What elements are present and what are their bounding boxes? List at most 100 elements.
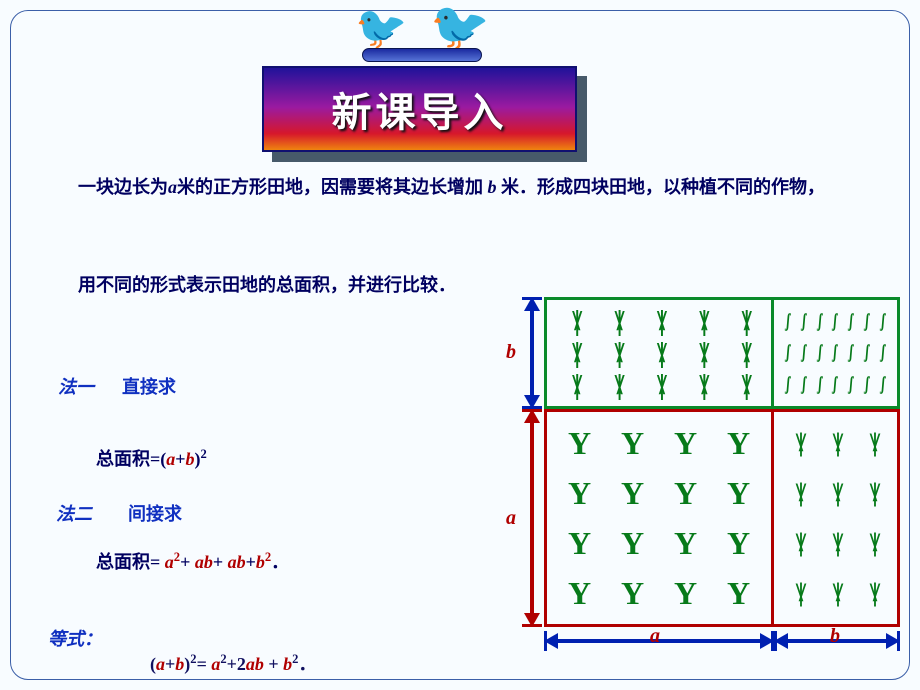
eq2-p3: + <box>246 552 256 572</box>
plant-icon: \|/ <box>683 370 719 402</box>
method1-text: 直接求 <box>122 373 176 399</box>
eq1-a: a <box>166 449 175 469</box>
eq3-ab: ab <box>246 654 264 674</box>
dim-a-v-label: a <box>506 507 516 530</box>
plant-icon: ʃ <box>830 372 840 397</box>
equation-2: 总面积= a2+ ab+ ab+b2． <box>96 548 289 574</box>
dim-b-v-label: b <box>506 341 516 364</box>
eq1-sup: 2 <box>201 447 207 461</box>
plant-icon: \|/ <box>784 478 814 508</box>
plant-icon: Y <box>611 575 655 612</box>
plant-icon: Y <box>558 425 602 462</box>
method2-text: 间接求 <box>128 500 182 526</box>
plant-icon: \|/ <box>821 478 851 508</box>
plant-icon: \|/ <box>784 578 814 608</box>
intro-paragraph: 一块边长为a米的正方形田地，因需要将其边长增加 b 米．形成四块田地，以种植不同… <box>42 172 862 203</box>
plant-icon: Y <box>664 525 708 562</box>
eq1-b: b <box>186 449 195 469</box>
dim-b-vertical: b <box>520 297 544 409</box>
plant-icon: ʃ <box>799 372 809 397</box>
plant-icon: ʃ <box>862 372 872 397</box>
prompt-paragraph: 用不同的形式表示田地的总面积，并进行比较． <box>42 270 472 301</box>
plant-icon: \|/ <box>821 428 851 458</box>
plant-icon: \|/ <box>821 578 851 608</box>
cell-bottom-left: YYYYYYYYYYYYYYYY <box>544 409 774 627</box>
plant-icon: Y <box>717 425 761 462</box>
eq1-plus: + <box>175 449 185 469</box>
eq3-b2: b <box>283 654 292 674</box>
eq3-p1: + <box>165 654 175 674</box>
plant-icon: \|/ <box>726 338 762 370</box>
field-diagram: b a a b \|/\|/\|/\|/\|/\|/\|/\|/\|/\|/\|… <box>500 285 900 675</box>
method2-label: 法二 <box>56 500 92 526</box>
eq2-prefix: 总面积= <box>96 552 165 572</box>
eq3-p2: +2 <box>227 654 246 674</box>
dim-a-h-label: a <box>650 625 660 648</box>
plant-icon: \|/ <box>726 370 762 402</box>
plant-icon: \|/ <box>599 370 635 402</box>
plant-icon: \|/ <box>858 578 888 608</box>
equation-1: 总面积=(a+b)2 <box>96 445 207 471</box>
plant-icon: ʃ <box>830 341 840 366</box>
plant-icon: \|/ <box>858 478 888 508</box>
plant-icon: \|/ <box>821 528 851 558</box>
dim-b-horizontal: b <box>774 629 900 653</box>
eq2-ab2: ab <box>223 552 246 572</box>
plant-icon: ʃ <box>799 309 809 334</box>
plant-icon: \|/ <box>683 338 719 370</box>
plant-icon: ʃ <box>846 372 856 397</box>
title-text: 新课导入 <box>332 80 508 138</box>
eq3-dot: ． <box>298 654 316 674</box>
plant-icon: \|/ <box>641 338 677 370</box>
title-bar-decor <box>362 48 482 62</box>
eq2-dot: ． <box>271 552 289 572</box>
plant-icon: ʃ <box>799 341 809 366</box>
plant-icon: \|/ <box>641 370 677 402</box>
dim-b-h-label: b <box>830 625 840 648</box>
plant-icon: \|/ <box>858 428 888 458</box>
plant-icon: Y <box>664 575 708 612</box>
plant-icon: ʃ <box>814 341 824 366</box>
plant-icon: ʃ <box>783 309 793 334</box>
intro-text: 一块边长为a米的正方形田地，因需要将其边长增加 b 米．形成四块田地，以种植不同… <box>78 177 825 197</box>
eq1-prefix: 总面积= <box>96 449 160 469</box>
title-box: 新课导入 <box>262 66 577 152</box>
field-grid: \|/\|/\|/\|/\|/\|/\|/\|/\|/\|/\|/\|/\|/\… <box>544 297 900 627</box>
plant-icon: ʃ <box>830 309 840 334</box>
plant-icon: ʃ <box>878 309 888 334</box>
eq2-ab1: ab <box>190 552 213 572</box>
bird-icon-2: 🐦 <box>430 0 490 55</box>
eq2-a2b: a <box>165 552 174 572</box>
eq3-a2: a <box>211 654 220 674</box>
plant-icon: \|/ <box>858 528 888 558</box>
method1-label: 法一 <box>58 373 94 399</box>
plant-icon: Y <box>717 575 761 612</box>
eq3-eq: = <box>197 654 212 674</box>
plant-icon: ʃ <box>814 372 824 397</box>
plant-icon: \|/ <box>784 528 814 558</box>
equation-3: (a+b)2= a2+2ab + b2． <box>150 650 316 676</box>
plant-icon: ʃ <box>878 341 888 366</box>
eq2-p2: + <box>213 552 223 572</box>
plant-icon: \|/ <box>784 428 814 458</box>
plant-icon: Y <box>717 525 761 562</box>
plant-icon: \|/ <box>556 338 592 370</box>
plant-icon: ʃ <box>783 341 793 366</box>
plant-icon: Y <box>558 575 602 612</box>
plant-icon: \|/ <box>726 306 762 338</box>
plant-icon: ʃ <box>783 372 793 397</box>
plant-icon: Y <box>611 525 655 562</box>
plant-icon: \|/ <box>641 306 677 338</box>
bird-icon-1: 🐦 <box>355 4 407 53</box>
plant-icon: \|/ <box>599 306 635 338</box>
dim-a-vertical: a <box>520 409 544 627</box>
plant-icon: \|/ <box>556 306 592 338</box>
eq3-b: b <box>175 654 184 674</box>
plant-icon: Y <box>611 475 655 512</box>
dim-a-horizontal: a <box>544 629 774 653</box>
plant-icon: Y <box>558 525 602 562</box>
eq2-b2b: b <box>256 552 265 572</box>
plant-icon: \|/ <box>556 370 592 402</box>
plant-icon: ʃ <box>878 372 888 397</box>
eq2-p1: + <box>180 552 190 572</box>
